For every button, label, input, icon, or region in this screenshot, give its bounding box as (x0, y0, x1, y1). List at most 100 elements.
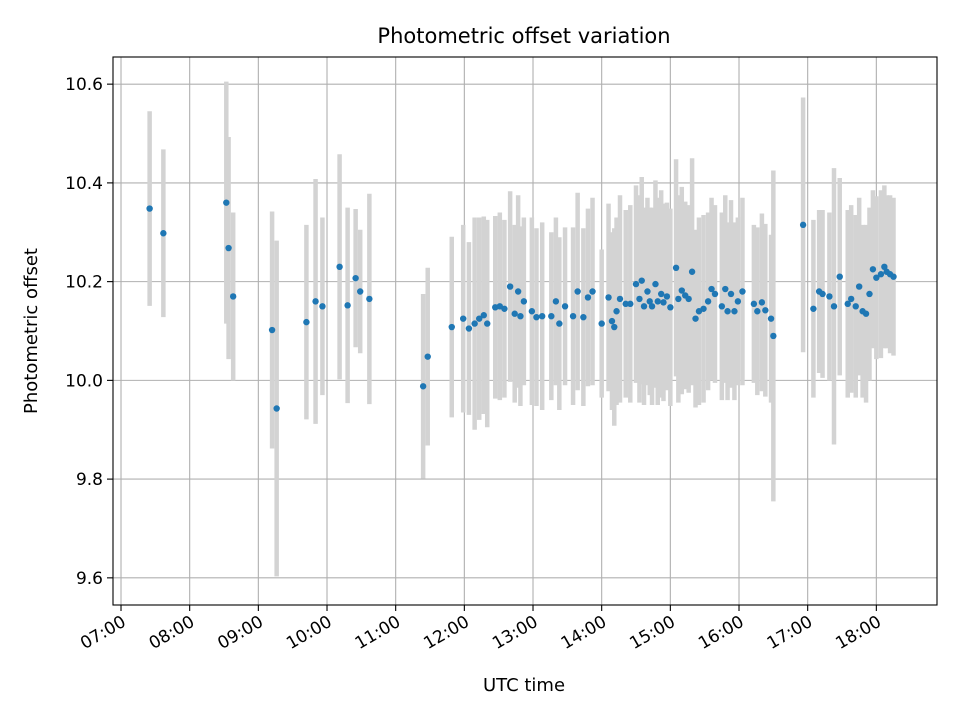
data-point (636, 295, 643, 303)
data-point (424, 353, 431, 360)
data-point (273, 405, 280, 412)
data-point (598, 320, 605, 327)
data-point (613, 308, 620, 315)
data-point (722, 285, 729, 293)
x-tick-label: 10:00 (283, 612, 335, 654)
data-point (465, 325, 473, 332)
data-point (352, 274, 359, 282)
data-point (574, 288, 581, 295)
y-tick-label: 10.2 (65, 273, 103, 293)
x-tick-label: 16:00 (695, 612, 747, 654)
data-point (644, 288, 651, 295)
data-point (528, 308, 536, 315)
data-point (366, 295, 373, 303)
data-point (303, 318, 310, 326)
data-point (724, 308, 731, 315)
data-point (660, 299, 667, 306)
x-tick-label: 18:00 (832, 612, 884, 654)
plot-frame (112, 56, 938, 606)
x-tick-label: 17:00 (764, 612, 816, 654)
data-point (675, 295, 682, 303)
data-point (692, 315, 699, 322)
data-point (852, 303, 859, 310)
data-point (758, 299, 766, 306)
data-point (229, 293, 237, 300)
data-point (471, 320, 478, 327)
data-point (704, 298, 712, 305)
data-point (830, 303, 838, 310)
x-tick-label: 14:00 (558, 612, 610, 654)
data-point (844, 300, 851, 308)
data-point (762, 307, 769, 314)
data-point (484, 320, 491, 327)
data-point (667, 304, 674, 311)
data-point (718, 303, 726, 310)
data-point (819, 290, 826, 298)
data-point (869, 266, 877, 273)
data-point (552, 298, 560, 305)
data-point (881, 263, 888, 271)
data-point (268, 326, 276, 334)
data-point (654, 298, 661, 305)
data-point (646, 298, 653, 305)
data-point (589, 288, 596, 295)
data-point (622, 300, 629, 308)
data-point (877, 271, 885, 278)
data-point (688, 268, 696, 275)
data-point (657, 290, 665, 298)
data-point (556, 320, 563, 327)
data-point (520, 298, 528, 305)
y-tick-label: 10.0 (65, 371, 103, 391)
data-point (548, 312, 555, 320)
data-point (511, 310, 518, 317)
data-point (770, 332, 777, 340)
data-point (533, 313, 540, 321)
data-point (890, 273, 897, 280)
error-bars (147, 81, 896, 577)
data-point (605, 294, 612, 301)
x-tick-label: 08:00 (146, 612, 198, 654)
x-tick-label: 07:00 (77, 612, 129, 654)
data-point (734, 298, 742, 305)
data-points (146, 199, 897, 412)
data-point (223, 199, 230, 206)
data-point (754, 308, 761, 315)
data-point (344, 302, 351, 309)
y-tick-label: 9.6 (76, 569, 103, 589)
data-point (225, 244, 232, 252)
x-axis-title: UTC time (483, 675, 565, 696)
data-point (419, 383, 427, 390)
data-point (855, 283, 863, 290)
x-tick-label: 15:00 (626, 612, 678, 654)
x-tick-label: 09:00 (214, 612, 266, 654)
data-point (608, 317, 616, 325)
data-point (584, 294, 592, 301)
data-point (580, 313, 587, 321)
data-point (873, 274, 880, 281)
data-point (460, 315, 467, 322)
data-point (767, 315, 775, 322)
data-point (648, 303, 656, 310)
data-point (514, 288, 522, 295)
data-point (799, 221, 807, 229)
data-point (810, 305, 817, 312)
y-axis-title: Photometric offset (21, 248, 42, 414)
data-point (708, 285, 715, 293)
y-tick-label: 10.4 (65, 174, 103, 194)
data-point (727, 290, 735, 298)
data-point (700, 305, 707, 312)
data-point (632, 280, 640, 288)
data-point (616, 295, 624, 303)
data-point (731, 308, 738, 315)
data-point (517, 312, 524, 320)
data-point (569, 312, 577, 320)
data-point (476, 315, 483, 322)
data-point (501, 305, 508, 312)
data-point (146, 205, 153, 212)
data-point (652, 280, 659, 288)
data-point (480, 312, 487, 319)
chart-title: Photometric offset variation (377, 24, 670, 48)
data-point (847, 295, 855, 303)
x-tick-label: 12:00 (420, 612, 472, 654)
